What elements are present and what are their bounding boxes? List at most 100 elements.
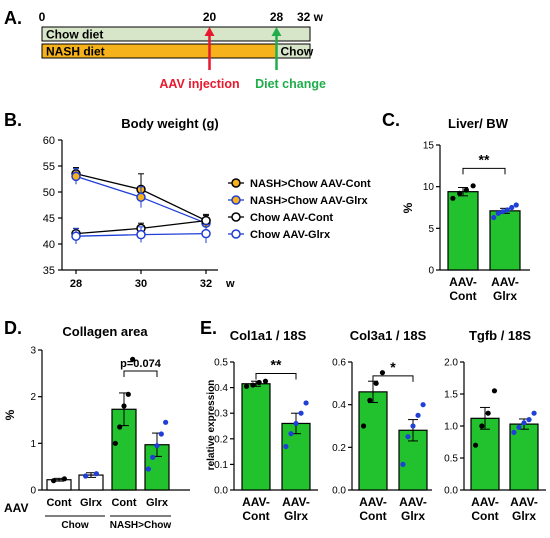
e1-dot-0-2 <box>256 379 262 386</box>
e1-category-label-1-0: AAV- <box>282 495 310 509</box>
b-legend-label-chow-aav-cont: Chow AAV-Cont <box>250 212 333 224</box>
e2-category-label-1-1: Glrx <box>401 509 425 523</box>
e1-significance-bracket-0 <box>255 373 297 380</box>
d-dot-3-4 <box>163 419 169 425</box>
panel-b-body-weight-chart: B. Body weight (g) 35 40 45 50 55 60 28 30 32 w NA… <box>4 110 371 290</box>
d-dot-2-0 <box>112 440 118 446</box>
c-y-tick-label-0: 0 <box>428 266 434 277</box>
e3-dot-1-1 <box>516 424 522 430</box>
panel-a-label: A. <box>4 8 22 28</box>
e1-y-tick-label-0-5: 0.5 <box>214 358 228 369</box>
e1-category-label-0-1: Cont <box>242 509 269 523</box>
b-point-chow-aav-cont-32 <box>201 215 211 226</box>
e1-dot-0-0 <box>243 383 250 389</box>
b-point-nash-chow-aav-glrx-28 <box>71 171 81 182</box>
b-x-tick-label-28: 28 <box>70 278 82 290</box>
d-category-label-0-0: Cont <box>46 497 71 509</box>
c-y-tick-label-5: 5 <box>428 224 434 235</box>
e2-dot-1-3 <box>415 412 421 418</box>
e3-dot-1-4 <box>531 410 537 416</box>
e3-bar-1 <box>509 423 539 491</box>
e1-dot-0-1 <box>250 382 256 388</box>
b-x-tick-label-30: 30 <box>135 278 147 290</box>
c-significance-bracket-0 <box>462 167 506 175</box>
e3-dot-1-3 <box>526 417 532 423</box>
diet-bar-label-chow-diet: Chow diet <box>46 28 103 42</box>
e2-dot-0-1 <box>367 397 373 403</box>
e3-y-tick-label-0-5: 0.5 <box>444 454 458 465</box>
e2-bar-0 <box>358 391 388 491</box>
b-legend-label-chow-aav-glrx: Chow AAV-Glrx <box>250 229 331 241</box>
b-y-tick-label-55: 55 <box>43 161 55 173</box>
e1-dot-0-3 <box>262 378 269 384</box>
d-dot-3-3 <box>158 431 164 437</box>
panel-b-title: Body weight (g) <box>121 116 219 131</box>
c-category-label-0-0: AAV- <box>449 275 477 289</box>
panel-d-title: Collagen area <box>62 324 148 339</box>
c-dot-0-2 <box>463 187 469 193</box>
c-y-axis-label: % <box>401 202 415 213</box>
b-legend-marker-nash-chow-aav-glrx <box>231 195 241 205</box>
c-dot-0-3 <box>470 183 476 189</box>
e1-bar-0 <box>241 383 271 491</box>
e3-y-tick-label-2-0: 2.0 <box>444 358 458 369</box>
timeline-tick-0: 0 <box>39 10 46 24</box>
b-legend-label-nash-chow-aav-cont: NASH>Chow AAV-Cont <box>250 178 371 190</box>
e3-dot-1-2 <box>521 420 527 426</box>
b-legend-marker-nash-chow-aav-cont <box>231 178 241 188</box>
d-dot-2-2 <box>121 403 127 409</box>
panel-c-label: C. <box>382 110 400 130</box>
col3a1-title: Col3a1 / 18S <box>350 328 427 343</box>
b-point-chow-aav-glrx-28 <box>71 231 81 241</box>
b-y-tick-label-50: 50 <box>43 187 55 199</box>
timeline-tick-32: 32 w <box>297 10 324 24</box>
e3-category-label-1-1: Glrx <box>512 509 536 523</box>
d-dot-3-2 <box>154 443 160 449</box>
b-legend-marker-chow-aav-glrx <box>231 229 241 239</box>
e1-y-tick-label-0-2: 0.2 <box>214 434 228 445</box>
event-arrowhead-aav-injection <box>204 27 215 36</box>
c-dot-0-1 <box>457 190 463 196</box>
e3-dot-0-3 <box>491 388 498 394</box>
c-dot-1-5 <box>513 202 519 208</box>
e3-y-tick-label-0-0: 0.0 <box>444 486 458 497</box>
c-category-label-0-1: Cont <box>449 289 476 303</box>
b-x-tick-label-32: 32 <box>200 278 212 290</box>
c-dot-0-0 <box>450 195 456 201</box>
b-point-nash-chow-aav-glrx-30 <box>136 192 146 202</box>
e2-y-tick-label-0-0: 0.0 <box>332 486 346 497</box>
event-label-aav-injection: AAV injection <box>159 77 239 91</box>
event-arrowhead-diet-change <box>271 27 282 36</box>
d-category-label-3-0: Glrx <box>146 497 169 509</box>
e2-y-tick-label-0-4: 0.4 <box>332 400 346 411</box>
e2-dot-1-4 <box>420 402 426 408</box>
d-y-tick-label-2: 2 <box>30 392 36 403</box>
e3-dot-0-1 <box>479 423 485 429</box>
c-bar-0 <box>447 191 479 271</box>
tgfb-title: Tgfb / 18S <box>469 328 531 343</box>
c-significance-label-0: ** <box>479 151 490 167</box>
e1-y-tick-label-0-1: 0.1 <box>214 460 228 471</box>
c-dot-1-2 <box>500 209 506 215</box>
panel-d-collagen-chart: D. Collagen area 0 1 2 3% Cont Glrx Cont Glrx p=… <box>3 318 190 531</box>
e2-category-label-0-1: Cont <box>359 509 386 523</box>
e3-y-tick-label-1-0: 1.0 <box>444 422 458 433</box>
d-dot-1-1 <box>93 471 99 477</box>
timeline-tick-20: 20 <box>203 10 217 24</box>
d-y-tick-label-1: 1 <box>30 439 36 450</box>
c-dot-1-3 <box>504 207 510 213</box>
d-dot-2-1 <box>117 424 123 430</box>
e1-y-tick-label-0-3: 0.3 <box>214 409 228 420</box>
d-significance-label-0: p=0.074 <box>120 358 162 370</box>
c-dot-1-1 <box>495 210 501 216</box>
d-dot-2-3 <box>125 391 131 397</box>
b-legend-marker-chow-aav-cont <box>231 212 241 222</box>
d-group-label-0: Chow <box>61 520 88 531</box>
c-dot-1-0 <box>491 214 497 221</box>
e1-dot-1-1 <box>288 431 294 437</box>
d-significance-bracket-0 <box>123 370 158 377</box>
e1-category-label-1-1: Glrx <box>284 509 308 523</box>
e2-dot-0-3 <box>379 370 386 376</box>
